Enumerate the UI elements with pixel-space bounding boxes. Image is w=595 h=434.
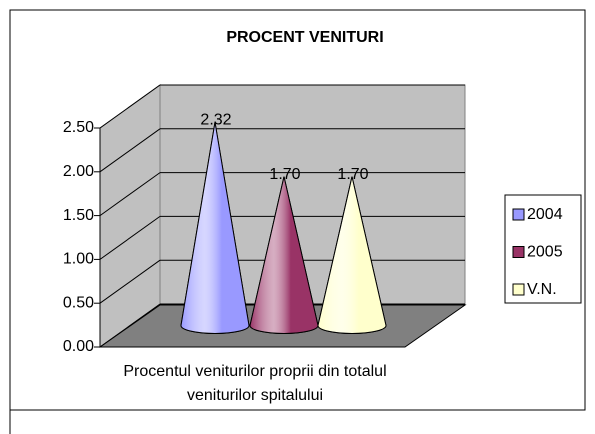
x-tick-label: Procentul veniturilor proprii din totalu…: [123, 363, 387, 404]
grid-line: [99, 172, 161, 217]
grid-line: [99, 215, 161, 260]
legend-swatch: [512, 246, 525, 258]
grid-line: [99, 259, 161, 304]
y-tick-label: 0.50: [63, 294, 94, 311]
data-label: 2.32: [200, 111, 231, 128]
data-label: 1.70: [337, 166, 368, 183]
data-label: 1.70: [269, 166, 300, 183]
y-tick-label: 1.00: [63, 251, 94, 268]
grid-line: [99, 128, 161, 173]
legend-swatch: [512, 283, 525, 296]
grid-line: [99, 84, 161, 129]
cone-shade: [180, 122, 250, 334]
legend-label: V.N.: [527, 281, 557, 298]
y-tick-label: 2.00: [63, 163, 94, 180]
legend-label: 2005: [527, 244, 563, 261]
grid-line: [99, 303, 161, 348]
cone-shade: [317, 176, 387, 334]
y-tick-label: 2.50: [63, 119, 94, 136]
legend-swatch: [512, 208, 525, 221]
y-tick-label: 0.00: [63, 338, 94, 355]
side-wall: [99, 84, 161, 348]
y-tick-label: 1.50: [63, 207, 94, 224]
legend-label: 2004: [527, 206, 563, 223]
chart-title: PROCENT VENITURI: [226, 29, 383, 46]
cone-shade: [249, 176, 319, 334]
